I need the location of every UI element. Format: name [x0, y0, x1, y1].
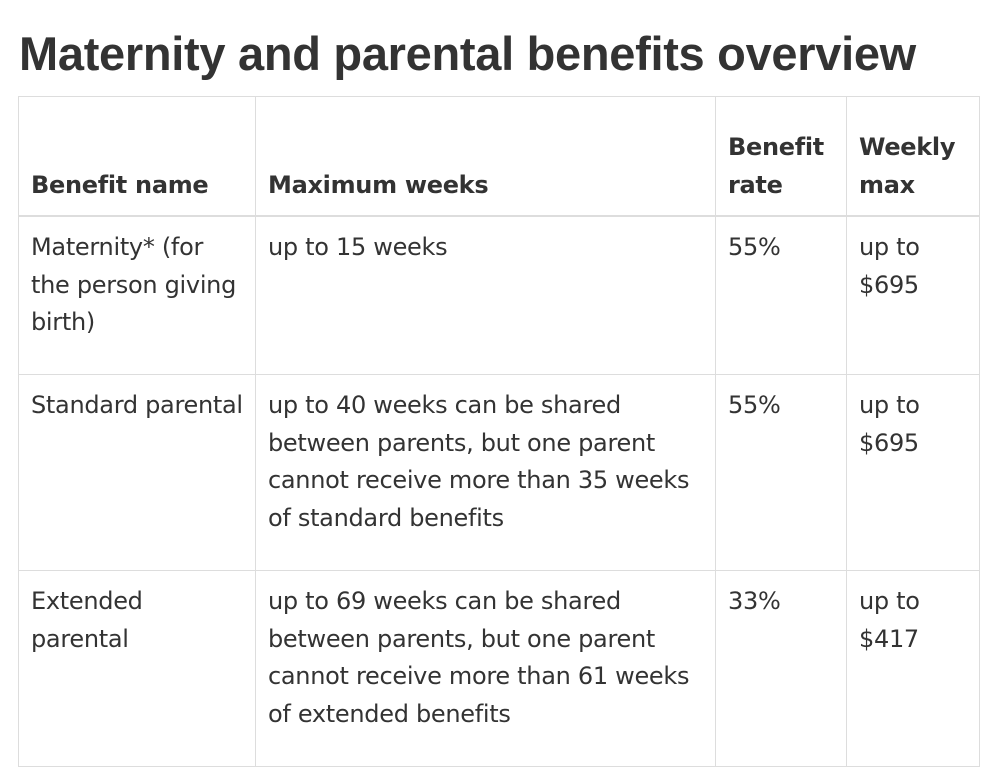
- cell-weekly-max: up to $695: [846, 374, 980, 571]
- table-row: Extended parental up to 69 weeks can be …: [18, 570, 980, 767]
- cell-benefit-name: Maternity* (for the person giving birth): [18, 215, 256, 375]
- cell-benefit-name: Standard parental: [18, 374, 256, 571]
- cell-benefit-rate: 55%: [715, 374, 847, 571]
- cell-benefit-rate: 33%: [715, 570, 847, 767]
- cell-benefit-name: Extended parental: [18, 570, 256, 767]
- header-row: Benefit name Maximum weeks Benefit rate …: [18, 96, 980, 217]
- header-weekly-max: Weekly max: [846, 96, 980, 217]
- header-maximum-weeks: Maximum weeks: [255, 96, 716, 217]
- table-row: Standard parental up to 40 weeks can be …: [18, 374, 980, 571]
- table-body: Maternity* (for the person giving birth)…: [18, 215, 980, 767]
- cell-maximum-weeks: up to 69 weeks can be shared between par…: [255, 570, 716, 767]
- cell-maximum-weeks: up to 40 weeks can be shared between par…: [255, 374, 716, 571]
- cell-maximum-weeks: up to 15 weeks: [255, 215, 716, 375]
- cell-weekly-max: up to $417: [846, 570, 980, 767]
- cell-weekly-max: up to $695: [846, 215, 980, 375]
- benefits-table: Benefit name Maximum weeks Benefit rate …: [18, 96, 980, 767]
- table-header: Benefit name Maximum weeks Benefit rate …: [18, 96, 980, 217]
- table-row: Maternity* (for the person giving birth)…: [18, 215, 980, 375]
- header-benefit-rate: Benefit rate: [715, 96, 847, 217]
- page-title: Maternity and parental benefits overview: [19, 27, 916, 80]
- cell-benefit-rate: 55%: [715, 215, 847, 375]
- header-benefit-name: Benefit name: [18, 96, 256, 217]
